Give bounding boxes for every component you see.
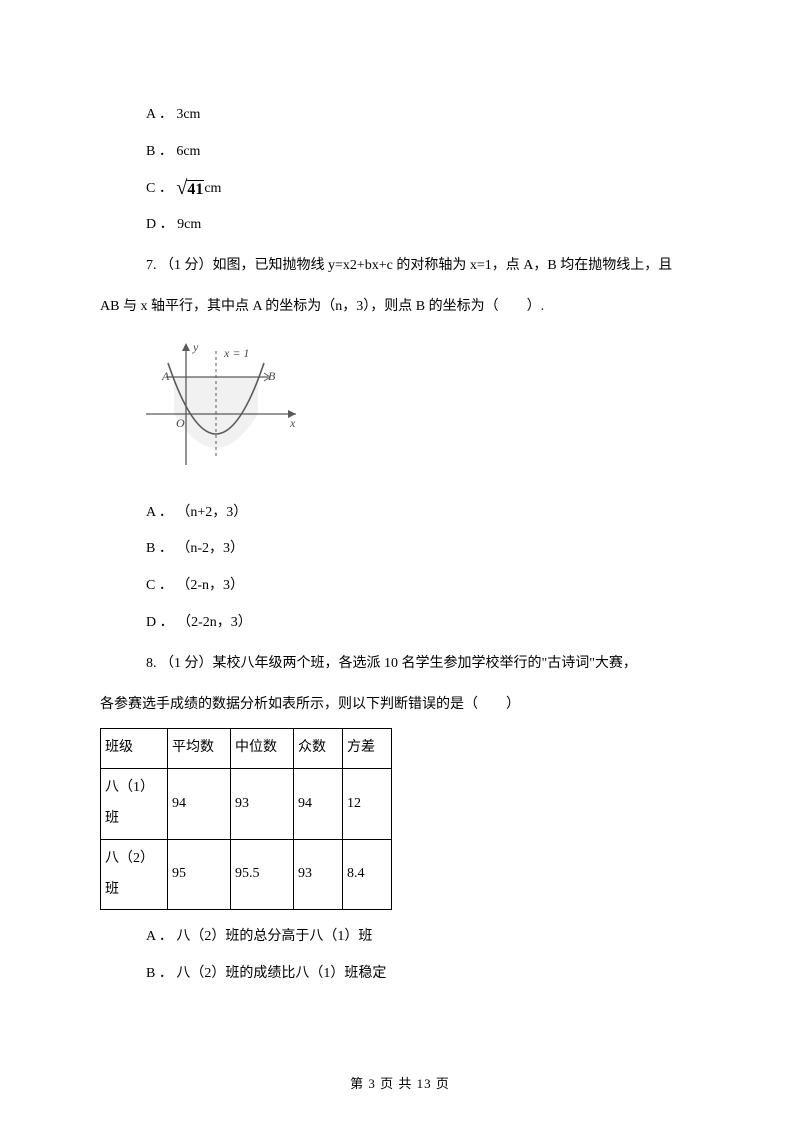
cell-med-1: 93 bbox=[231, 769, 294, 840]
q7-parabola-svg: y x x = 1 A B O bbox=[146, 337, 306, 467]
q7-option-C: C ． （2-n，3） bbox=[100, 571, 700, 602]
q7-stem-line1: 7. （1 分）如图，已知抛物线 y=x2+bx+c 的对称轴为 x=1，点 A… bbox=[100, 251, 700, 282]
origin-label: O bbox=[176, 416, 185, 430]
q7-stem-line2: AB 与 x 轴平行，其中点 A 的坐标为（n，3），则点 B 的坐标为（ ）. bbox=[100, 292, 700, 323]
q6-option-A: A ． 3cm bbox=[100, 100, 700, 131]
page-content: A ． 3cm B ． 6cm C ． √41cm D ． 9cm 7. （1 … bbox=[0, 0, 800, 990]
y-axis-label: y bbox=[192, 340, 199, 354]
page-footer: 第 3 页 共 13 页 bbox=[0, 1073, 800, 1092]
q7-diagram: y x x = 1 A B O bbox=[100, 337, 700, 480]
q6-option-B: B ． 6cm bbox=[100, 137, 700, 168]
cell-mode-1: 94 bbox=[294, 769, 343, 840]
cell-class-1: 八（1）班 bbox=[101, 769, 168, 840]
th-mean: 平均数 bbox=[168, 729, 231, 769]
th-median: 中位数 bbox=[231, 729, 294, 769]
q6-C-suffix: cm bbox=[204, 181, 221, 196]
sym-label: x = 1 bbox=[223, 346, 249, 360]
cell-var-1: 12 bbox=[343, 769, 392, 840]
th-class: 班级 bbox=[101, 729, 168, 769]
q8-option-A: A ． 八（2）班的总分高于八（1）班 bbox=[100, 922, 700, 953]
point-A-label: A bbox=[161, 369, 170, 383]
cell-med-2: 95.5 bbox=[231, 839, 294, 910]
q8-data-table: 班级 平均数 中位数 众数 方差 八（1）班 94 93 94 12 八（2）班… bbox=[100, 728, 392, 910]
q6-C-prefix: C ． bbox=[146, 181, 176, 196]
cell-mode-2: 93 bbox=[294, 839, 343, 910]
cell-var-2: 8.4 bbox=[343, 839, 392, 910]
q6-option-D: D ． 9cm bbox=[100, 210, 700, 241]
cell-mean-1: 94 bbox=[168, 769, 231, 840]
th-mode: 众数 bbox=[294, 729, 343, 769]
q7-option-A: A ． （n+2，3） bbox=[100, 498, 700, 529]
q7-option-D: D ． （2-2n，3） bbox=[100, 608, 700, 639]
th-var: 方差 bbox=[343, 729, 392, 769]
q6-option-C: C ． √41cm bbox=[100, 174, 700, 205]
cell-class-2: 八（2）班 bbox=[101, 839, 168, 910]
table-row: 八（2）班 95 95.5 93 8.4 bbox=[101, 839, 392, 910]
q8-stem-line2: 各参赛选手成绩的数据分析如表所示，则以下判断错误的是（ ） bbox=[100, 690, 700, 721]
q8-option-B: B ． 八（2）班的成绩比八（1）班稳定 bbox=[100, 959, 700, 990]
x-axis-label: x bbox=[289, 416, 296, 430]
q8-stem-line1: 8. （1 分）某校八年级两个班，各选派 10 名学生参加学校举行的"古诗词"大… bbox=[100, 649, 700, 680]
q7-option-B: B ． （n-2，3） bbox=[100, 534, 700, 565]
cell-mean-2: 95 bbox=[168, 839, 231, 910]
table-row: 八（1）班 94 93 94 12 bbox=[101, 769, 392, 840]
table-header-row: 班级 平均数 中位数 众数 方差 bbox=[101, 729, 392, 769]
sqrt-radicand: 41 bbox=[186, 180, 204, 199]
sqrt-expr: √41 bbox=[176, 178, 204, 198]
